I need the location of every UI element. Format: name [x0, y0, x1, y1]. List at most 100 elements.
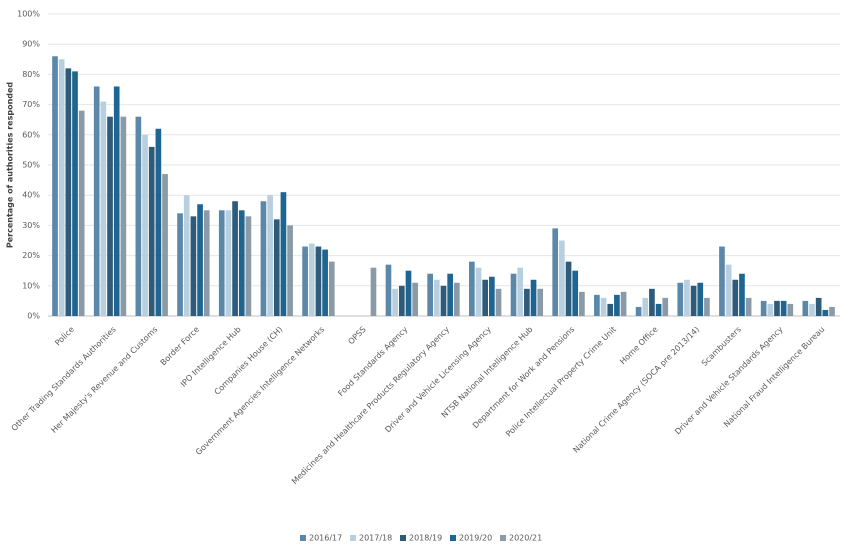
bar: [78, 110, 85, 316]
bar: [148, 146, 155, 316]
legend-label: 2018/19: [409, 534, 442, 543]
legend-swatch: [500, 535, 506, 541]
bar: [787, 303, 794, 316]
bar: [142, 134, 148, 316]
bar: [412, 282, 418, 316]
bar: [267, 195, 273, 316]
bar: [745, 297, 752, 316]
bar: [113, 86, 120, 316]
legend-swatch: [300, 535, 306, 541]
bar: [572, 270, 579, 316]
bar: [697, 282, 704, 316]
bar: [302, 246, 308, 316]
x-tick-label: Food Standards Agency: [336, 325, 409, 398]
bar: [690, 285, 697, 316]
bar: [767, 303, 774, 316]
bar: [510, 273, 517, 316]
bar: [280, 192, 287, 316]
legend-label: 2016/17: [309, 534, 342, 543]
x-tick-label: NTSB National Intelligence Hub: [440, 325, 535, 420]
y-tick-label: 100%: [17, 10, 40, 19]
y-tick-label: 90%: [22, 40, 40, 49]
bar: [475, 267, 482, 316]
bar: [530, 279, 537, 316]
x-tick-label: Home Office: [618, 325, 659, 366]
y-tick-label: 60%: [22, 130, 40, 139]
bar: [620, 291, 627, 316]
bar: [370, 267, 377, 316]
bar: [600, 297, 607, 316]
bar: [155, 128, 162, 316]
y-tick-label: 70%: [22, 100, 40, 109]
bar: [72, 71, 78, 316]
x-tick-label: Medicines and Healthcare Products Regula…: [290, 325, 451, 486]
legend-label: 2020/21: [509, 534, 542, 543]
y-tick-label: 10%: [22, 281, 40, 290]
y-tick-label: 80%: [22, 70, 40, 79]
x-tick-label: Scambusters: [700, 325, 743, 368]
bar: [469, 261, 475, 316]
bar: [607, 303, 614, 316]
bar: [203, 210, 210, 316]
bar: [579, 291, 585, 316]
bar: [732, 279, 739, 316]
bar: [398, 285, 405, 316]
bar: [162, 174, 168, 316]
bar: [440, 285, 447, 316]
bar: [725, 264, 732, 316]
bar: [642, 297, 649, 316]
bar: [322, 249, 328, 316]
bar: [454, 282, 460, 316]
y-axis-label: Percentage of authorities responded: [6, 82, 15, 249]
bar: [704, 297, 710, 316]
bar: [684, 279, 690, 316]
bar: [433, 279, 440, 316]
bar: [649, 288, 655, 316]
bar: [273, 219, 280, 316]
legend-swatch: [350, 535, 356, 541]
bar: [260, 201, 267, 316]
x-tick-label: Companies House (CH): [213, 325, 285, 397]
bar: [489, 276, 495, 316]
bar: [760, 300, 767, 316]
bar: [177, 213, 183, 316]
y-tick-label: 50%: [22, 161, 40, 170]
bar: [328, 261, 335, 316]
bar: [392, 288, 398, 316]
bar: [774, 300, 780, 316]
bar: [58, 59, 65, 317]
bar: [107, 116, 113, 317]
x-tick-label: Border Force: [159, 325, 201, 367]
bar: [565, 261, 572, 316]
bar: [135, 116, 142, 317]
x-tick-label: OPSS: [346, 325, 367, 346]
bar: [552, 228, 559, 316]
x-tick-label: Police: [53, 325, 76, 348]
bar: [225, 210, 232, 316]
bar: [120, 116, 127, 317]
bar: [655, 303, 662, 316]
bar: [809, 303, 815, 316]
legend-label: 2017/18: [359, 534, 392, 543]
bar: [197, 204, 203, 316]
y-tick-label: 0%: [27, 312, 40, 321]
bar: [447, 273, 454, 316]
bar: [385, 264, 392, 316]
bar: [780, 300, 787, 316]
bar: [405, 270, 412, 316]
bar: [232, 201, 238, 316]
bar: [822, 309, 829, 316]
bar: [719, 246, 725, 316]
bar: [287, 225, 293, 316]
bar: [52, 56, 58, 316]
bar: [594, 294, 600, 316]
bar: [308, 243, 315, 316]
bar: [245, 216, 252, 316]
y-tick-label: 30%: [22, 221, 40, 230]
legend-label: 2019/20: [459, 534, 492, 543]
bar: [315, 246, 322, 316]
bar: [829, 306, 835, 316]
bar: [662, 297, 669, 316]
bar: [524, 288, 530, 316]
